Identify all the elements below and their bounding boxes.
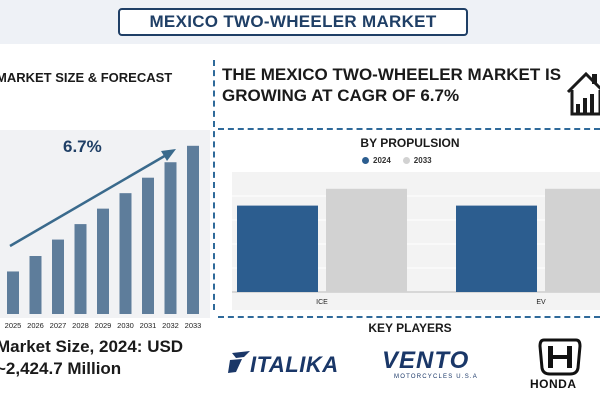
forecast-chart: 2025 2026 2027 2028 2029 2030 2031 2032 2033 6.7% <box>5 137 202 330</box>
page-title: MEXICO TWO-WHEELER MARKET <box>118 8 468 36</box>
forecast-tick-2025: 2025 <box>5 321 22 330</box>
honda-logo-text: HONDA <box>530 377 577 390</box>
forecast-bar-2028 <box>74 224 87 314</box>
forecast-tick-2028: 2028 <box>72 321 89 330</box>
forecast-heading: MARKET SIZE & FORECAST <box>0 70 173 85</box>
forecast-bar-2029 <box>97 208 109 314</box>
legend-label-2024: 2024 <box>373 156 391 165</box>
legend-item-2033: 2033 <box>402 156 432 165</box>
market-size-line1: Market Size, 2024: USD <box>0 337 184 356</box>
forecast-bar-2025 <box>7 271 19 314</box>
forecast-bar-2031 <box>142 177 154 314</box>
forecast-tick-2032: 2032 <box>162 321 179 330</box>
propulsion-bar-ice-2024 <box>237 205 318 292</box>
forecast-tick-2031: 2031 <box>140 321 157 330</box>
italika-logo-text: ITALIKA <box>250 352 339 377</box>
forecast-tick-2033: 2033 <box>185 321 202 330</box>
market-size-text: Market Size, 2024: USD ~2,424.7 Million <box>0 336 183 380</box>
house-chart-icon <box>566 71 600 116</box>
headline: THE MEXICO TWO-WHEELER MARKET IS GROWING… <box>222 65 562 105</box>
propulsion-tick-ice: ICE <box>316 299 328 306</box>
market-size-line2: ~2,424.7 Million <box>0 359 122 378</box>
legend-item-2024: 2024 <box>362 156 391 165</box>
vento-logo-text: VENTO <box>382 347 469 374</box>
vento-logo: VENTO MOTORCYCLES U.S.A <box>382 347 478 380</box>
forecast-tick-2030: 2030 <box>117 321 134 330</box>
propulsion-tick-ev: EV <box>536 299 546 306</box>
legend-swatch-2033 <box>402 157 410 164</box>
forecast-bar-2033 <box>187 145 199 314</box>
vertical-divider <box>213 60 215 310</box>
italika-logo: ITALIKA <box>228 351 339 377</box>
propulsion-chart: ICE EV <box>232 188 600 306</box>
forecast-bar-2030 <box>119 193 132 314</box>
horizontal-divider-bottom <box>218 316 600 318</box>
legend-swatch-2024 <box>362 157 369 164</box>
propulsion-bar-ice-2033 <box>326 188 407 292</box>
forecast-tick-2027: 2027 <box>50 321 67 330</box>
title-bar: MEXICO TWO-WHEELER MARKET <box>0 0 600 44</box>
forecast-tick-2029: 2029 <box>95 321 112 330</box>
legend-label-2033: 2033 <box>413 156 432 165</box>
trend-arrow-icon <box>9 149 176 248</box>
forecast-bar-2032 <box>164 162 177 314</box>
forecast-bar-2027 <box>52 239 64 314</box>
horizontal-divider-top <box>218 128 600 130</box>
cagr-label: 6.7% <box>63 137 102 156</box>
key-players-title: KEY PLAYERS <box>368 321 452 335</box>
vento-logo-subtext: MOTORCYCLES U.S.A <box>394 374 478 380</box>
propulsion-bar-ev-2033 <box>545 188 600 292</box>
propulsion-legend: 2024 2033 <box>362 156 432 165</box>
forecast-bar-2026 <box>29 256 42 314</box>
propulsion-bar-ev-2024 <box>456 205 537 292</box>
forecast-tick-2026: 2026 <box>27 321 44 330</box>
propulsion-title: BY PROPULSION <box>360 136 460 150</box>
honda-logo: HONDA <box>530 338 582 390</box>
